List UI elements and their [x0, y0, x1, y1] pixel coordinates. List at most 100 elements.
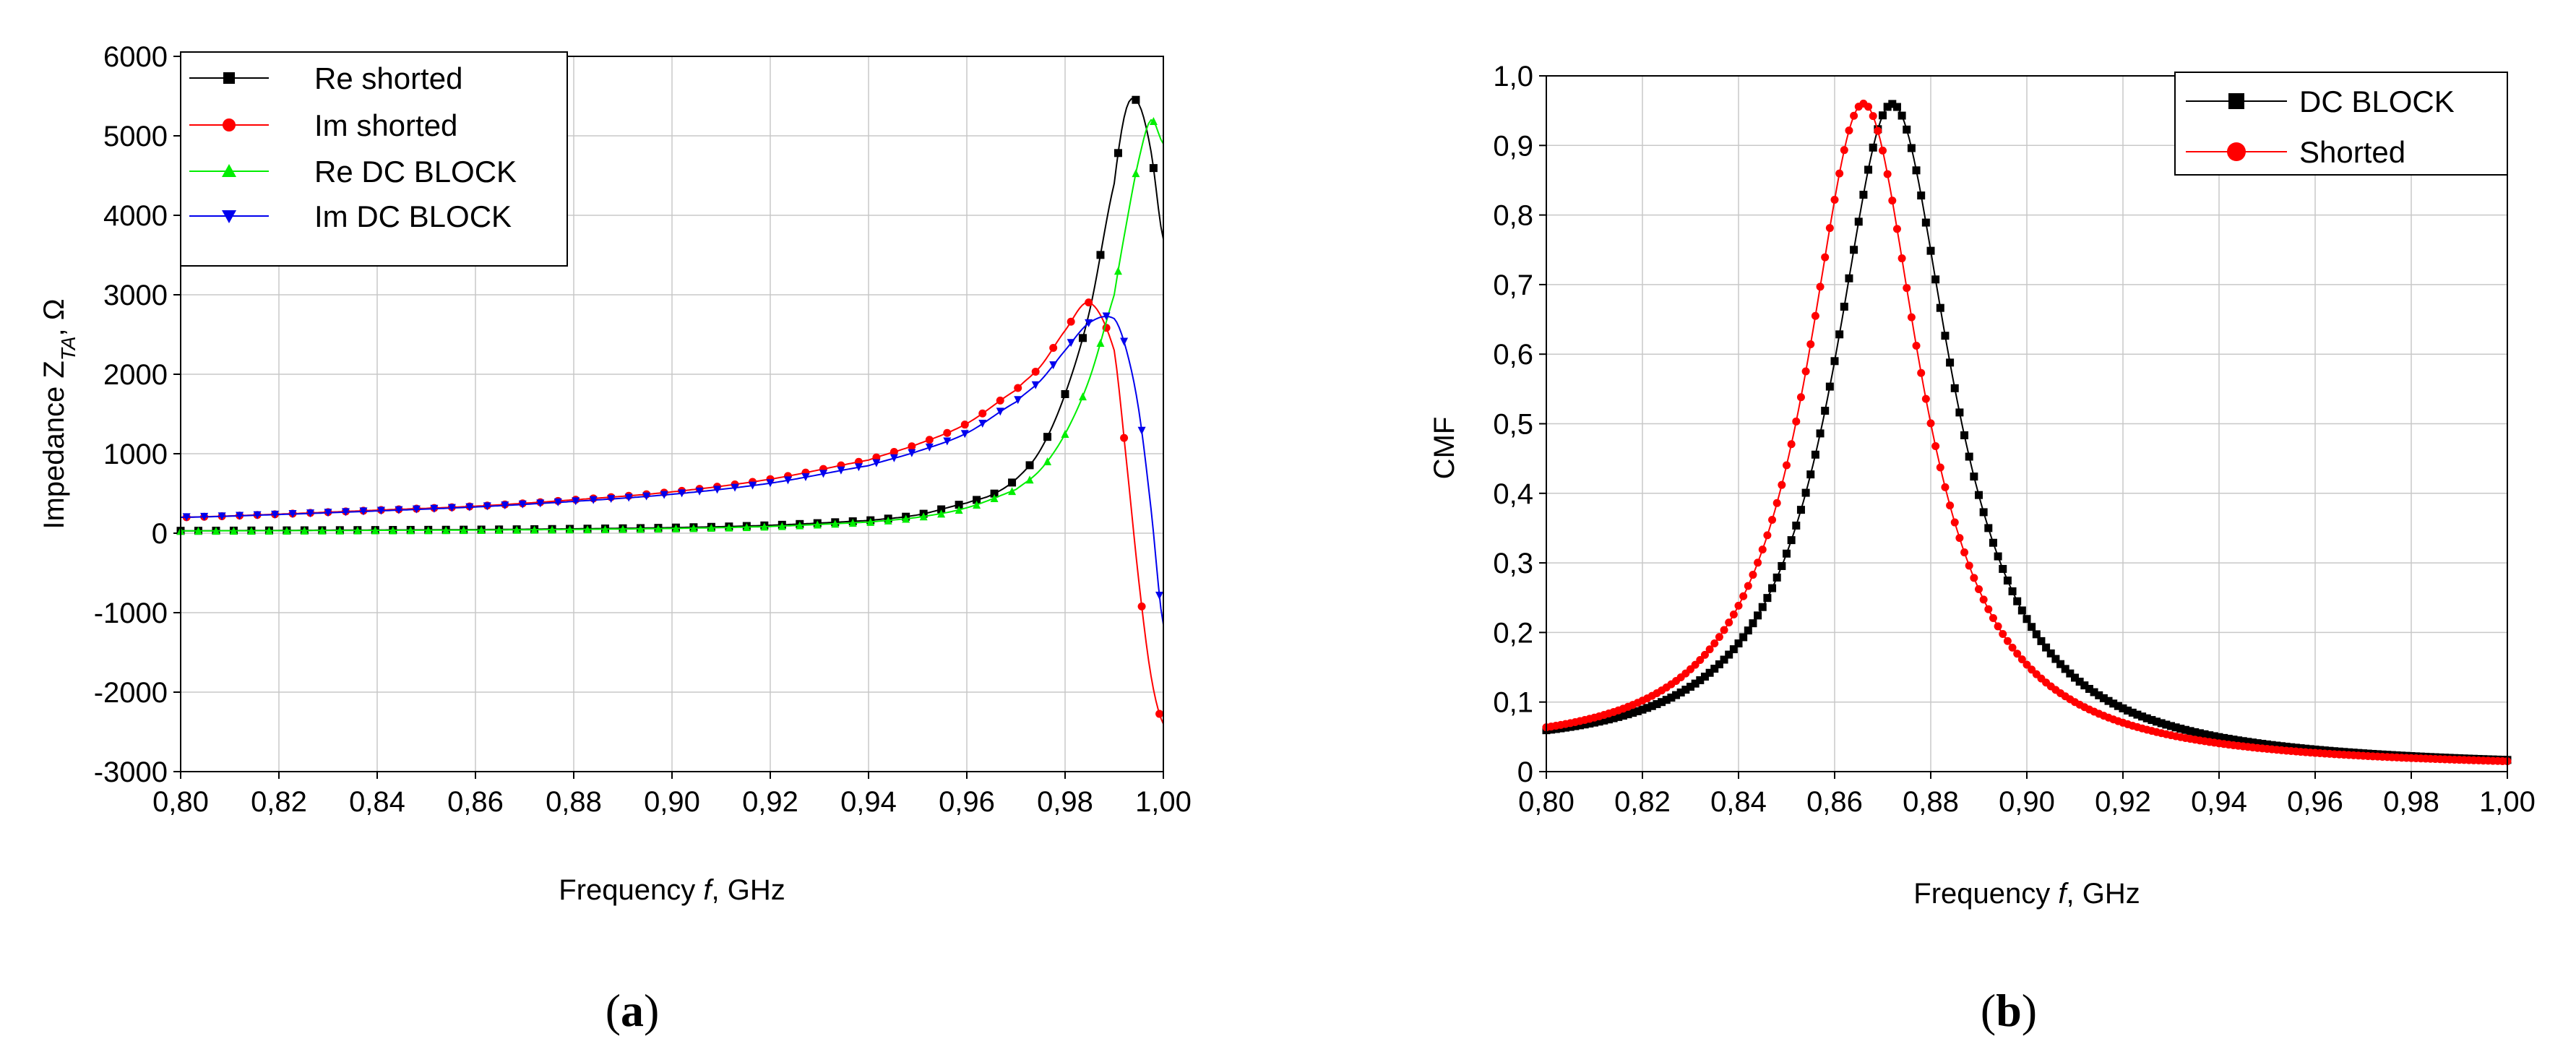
data-point [819, 470, 827, 478]
data-point [1801, 488, 1810, 497]
data-point [1025, 461, 1034, 470]
data-point [1897, 254, 1906, 263]
data-point [1979, 595, 1988, 604]
data-point [441, 526, 450, 535]
chart-b-y-tick-labels: 0 0,1 0,2 0,3 0,4 0,5 0,6 0,7 0,8 0,9 1,0 [1493, 61, 1533, 788]
data-point [1950, 384, 1959, 392]
data-point [1739, 592, 1748, 600]
data-point [424, 526, 433, 535]
data-point [2249, 738, 2257, 747]
legend-marker-square-icon [223, 72, 235, 84]
data-point [1744, 582, 1752, 590]
data-point [1821, 253, 1830, 262]
series-re-dc-block [176, 116, 1164, 535]
chart-a-frame [180, 56, 1164, 772]
data-point [2114, 702, 2122, 710]
data-point [866, 517, 875, 526]
data-point [2095, 691, 2103, 699]
data-point [1965, 452, 1973, 461]
data-point [1025, 475, 1034, 484]
data-point [1604, 715, 1613, 724]
data-point [483, 502, 491, 511]
data-point [607, 495, 616, 504]
data-point [1792, 417, 1801, 426]
data-point [1729, 610, 1738, 618]
chart-b-y-tick-label: 0,6 [1493, 339, 1533, 371]
data-point [300, 526, 309, 535]
data-point [1647, 702, 1656, 710]
data-point [1768, 516, 1777, 525]
panel-a-open: ( [606, 985, 621, 1036]
data-point [908, 449, 916, 457]
data-point [642, 492, 651, 501]
data-point [925, 443, 934, 452]
data-point [636, 525, 645, 533]
chart-a-xlabel-suffix: , GHz [712, 874, 785, 906]
data-point [1892, 103, 1901, 111]
data-point [1700, 673, 1709, 681]
data-point [1979, 508, 1988, 517]
data-point [1067, 317, 1075, 326]
data-point [548, 525, 556, 534]
legend-label-shorted: Shorted [2299, 135, 2405, 169]
data-point [783, 476, 792, 485]
data-point [2051, 655, 2060, 663]
data-point [1768, 584, 1777, 592]
data-point [1845, 126, 1853, 135]
data-point [566, 525, 574, 534]
legend-entry-im-shorted: Im shorted [189, 108, 457, 142]
series-line [181, 118, 1164, 532]
data-point [1149, 164, 1158, 173]
data-point [1571, 722, 1580, 730]
data-point [1710, 639, 1719, 647]
data-point [801, 473, 810, 481]
data-point [713, 486, 722, 494]
data-point [371, 526, 379, 535]
chart-b-legend: DC BLOCK Shorted [2174, 72, 2508, 176]
data-point [671, 524, 680, 532]
data-point [194, 527, 202, 535]
data-point [1096, 251, 1105, 259]
data-point [1585, 719, 1594, 728]
legend-marker-square-icon [2228, 93, 2244, 109]
data-point [1676, 688, 1685, 696]
data-point [1989, 538, 1997, 547]
data-point [973, 496, 981, 504]
data-point [1096, 338, 1105, 347]
data-point [889, 454, 898, 462]
data-point [996, 407, 1004, 416]
chart-a-ylabel-sub: TA [57, 336, 79, 361]
chart-a-y-tick-label: -3000 [94, 756, 168, 788]
data-point [660, 491, 668, 499]
data-point [1912, 166, 1921, 175]
panel-b-open: ( [1981, 985, 1996, 1036]
data-point [1633, 707, 1642, 715]
data-point [2277, 742, 2286, 751]
data-point [831, 519, 840, 528]
data-point [1907, 144, 1916, 152]
data-point [725, 523, 733, 532]
data-point [217, 512, 226, 521]
data-point [1864, 103, 1873, 111]
chart-a-y-tick-label: 1000 [103, 439, 168, 470]
chart-b-x-tick-label: 0,88 [1903, 786, 1959, 818]
panel-b-label: (b) [1981, 985, 2037, 1036]
chart-a-x-tick-label: 0,88 [546, 786, 602, 818]
data-point [2224, 735, 2233, 743]
data-point [2023, 660, 2031, 669]
legend-marker-circle-icon [223, 118, 236, 131]
chart-a-x-tick-label: 0,84 [349, 786, 405, 818]
data-point [624, 493, 633, 502]
legend-marker-circle-icon [2227, 142, 2246, 161]
data-point [1725, 618, 1733, 627]
chart-a-x-tick-label: 1,00 [1135, 786, 1192, 818]
data-point [1931, 275, 1940, 284]
data-point [2109, 699, 2118, 708]
data-point [1821, 406, 1830, 415]
data-point [324, 509, 332, 517]
data-point [1662, 696, 1671, 704]
data-point [943, 437, 952, 446]
data-point [1687, 683, 1694, 691]
data-point [2056, 660, 2065, 668]
data-point [1892, 225, 1901, 233]
